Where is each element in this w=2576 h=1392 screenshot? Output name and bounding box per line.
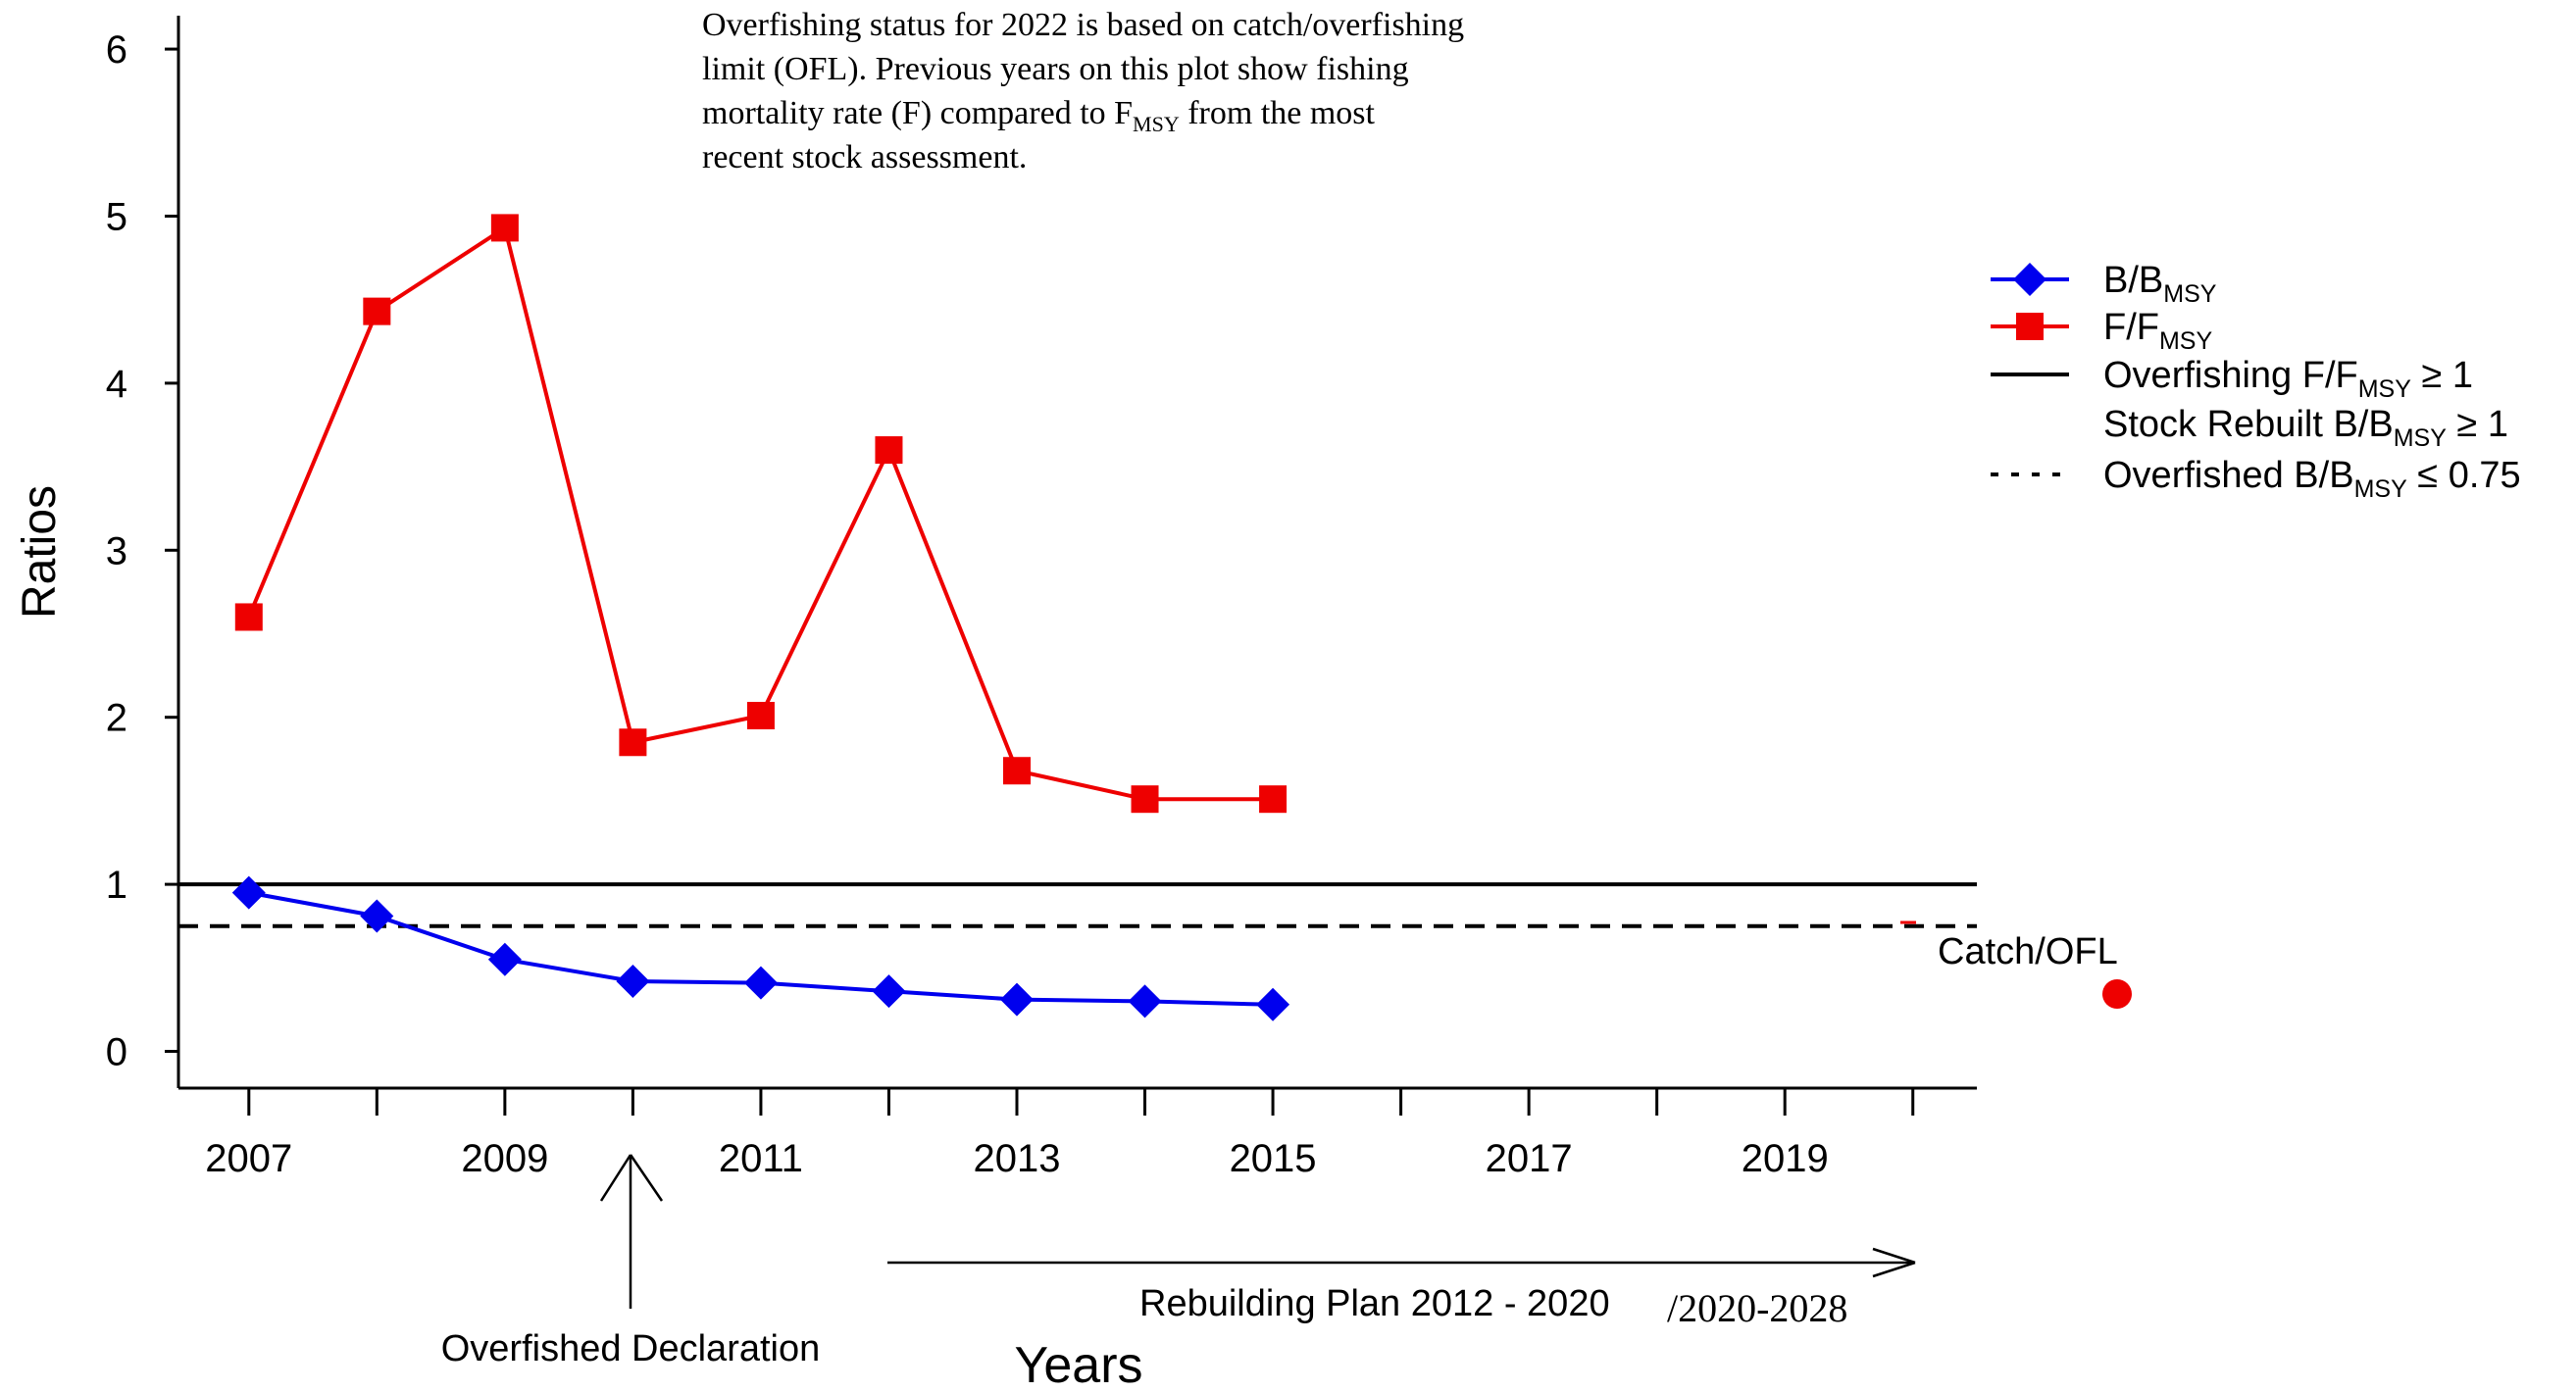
- legend-item: Overfished B/BMSY ≤ 0.75: [1991, 455, 2521, 503]
- legend-label: B/BMSY: [2103, 260, 2217, 308]
- y-tick-label: 0: [106, 1031, 127, 1074]
- overfishing-status-note: Overfishing status for 2022 is based on …: [702, 7, 1464, 175]
- b-bmsy-point: [231, 875, 266, 910]
- declaration-arrow-head-left: [599, 1154, 632, 1202]
- legend-diamond-marker: [2013, 263, 2046, 296]
- x-tick-label: 2017: [1486, 1137, 1573, 1180]
- declaration-arrow-head-right: [629, 1154, 664, 1202]
- rebuilding-plan-label: Rebuilding Plan 2012 - 2020: [1139, 1283, 1610, 1324]
- series-layer: [231, 214, 1290, 1021]
- rebuilding-arrow-head-bottom: [1872, 1261, 1916, 1278]
- legend-item: Overfishing F/FMSY ≥ 1: [1991, 355, 2473, 403]
- rebuilding-plan-arrow: [887, 1247, 1916, 1278]
- y-tick-label: 1: [106, 864, 127, 907]
- legend-label-main: Overfishing F/F: [2103, 355, 2358, 396]
- y-axis-ticks: 0 1 2 3 4 5 6: [106, 28, 178, 1074]
- x-tick-label: 2015: [1230, 1137, 1317, 1180]
- f-fmsy-point: [1002, 757, 1031, 785]
- f-fmsy-point: [490, 214, 519, 242]
- note-subscript: MSY: [1133, 112, 1180, 136]
- b-bmsy-point: [872, 974, 906, 1009]
- series-diamond: [231, 875, 1290, 1021]
- f-fmsy-point: [619, 728, 647, 757]
- f-fmsy-point: [1131, 785, 1159, 814]
- legend-label: Overfishing F/FMSY ≥ 1: [2103, 355, 2473, 403]
- f-fmsy-point: [363, 297, 391, 325]
- legend-label-subscript: MSY: [2354, 475, 2408, 503]
- legend-label-subscript: MSY: [2394, 424, 2448, 452]
- catch-ofl-point: [2102, 979, 2132, 1009]
- b-bmsy-point: [1128, 984, 1162, 1019]
- y-tick-label: 2: [106, 697, 127, 740]
- x-tick-label: 2007: [205, 1137, 292, 1180]
- legend-label-tail: ≥ 1: [2447, 404, 2508, 445]
- legend-item: F/FMSY: [1991, 307, 2212, 355]
- b-bmsy-point: [1256, 987, 1290, 1021]
- legend-label-subscript: MSY: [2163, 280, 2217, 308]
- y-tick-label: 4: [106, 363, 127, 406]
- f-fmsy-point: [234, 603, 263, 631]
- b-bmsy-point: [616, 964, 650, 998]
- b-bmsy-point: [360, 899, 394, 933]
- overfished-declaration-label: Overfished Declaration: [441, 1328, 821, 1369]
- b-bmsy-point: [743, 966, 778, 1000]
- rebuilding-plan-revised-label: /2020-2028: [1667, 1286, 1847, 1330]
- x-axis-title: Years: [1014, 1337, 1142, 1392]
- f-fmsy-point: [746, 701, 775, 729]
- legend-label-tail: ≥ 1: [2411, 355, 2473, 396]
- y-tick-label: 6: [106, 28, 127, 72]
- y-tick-label: 3: [106, 529, 127, 572]
- note-line: limit (OFL). Previous years on this plot…: [702, 51, 1409, 87]
- x-tick-label: 2019: [1742, 1137, 1829, 1180]
- y-tick-label: 5: [106, 195, 127, 238]
- legend-item: B/BMSY: [1991, 260, 2217, 308]
- plot-frame: [177, 16, 1977, 1090]
- x-axis-ticks: 2007 2009 2011 2013 2015 2017 2019: [205, 1088, 1915, 1180]
- legend-label-tail: ≤ 0.75: [2407, 455, 2521, 496]
- x-tick-label: 2011: [719, 1137, 803, 1180]
- legend-label-main: B/B: [2103, 260, 2163, 301]
- legend-square-marker: [2016, 313, 2044, 340]
- legend-label-main: F/F: [2103, 307, 2159, 348]
- note-line: Overfishing status for 2022 is based on …: [702, 7, 1464, 43]
- series-square: [234, 214, 1288, 814]
- legend-label: F/FMSY: [2103, 307, 2212, 355]
- legend-label-main: Overfished B/B: [2103, 455, 2354, 496]
- legend-item: Stock Rebuilt B/BMSY ≥ 1: [2103, 404, 2508, 452]
- f-fmsy-point: [1259, 785, 1288, 814]
- legend-label-subscript: MSY: [2159, 327, 2213, 355]
- legend-label-main: Stock Rebuilt B/B: [2103, 404, 2394, 445]
- x-tick-label: 2013: [974, 1137, 1061, 1180]
- catch-ofl-label: Catch/OFL: [1938, 931, 2118, 972]
- b-bmsy-point: [999, 982, 1034, 1017]
- f-fmsy-point: [875, 436, 903, 465]
- y-axis-title: Ratios: [14, 485, 66, 619]
- note-line: recent stock assessment.: [702, 139, 1027, 175]
- legend-label: Stock Rebuilt B/BMSY ≥ 1: [2103, 404, 2508, 452]
- overfished-declaration-marker: [599, 1154, 664, 1309]
- rebuilding-arrow-head-top: [1872, 1247, 1916, 1265]
- legend-label: Overfished B/BMSY ≤ 0.75: [2103, 455, 2521, 503]
- b-bmsy-point: [487, 942, 522, 976]
- reference-lines: [178, 882, 1977, 928]
- legend-label-subscript: MSY: [2358, 375, 2412, 403]
- x-tick-label: 2009: [461, 1137, 548, 1180]
- note-line-tail: from the most: [1180, 95, 1376, 131]
- note-line: mortality rate (F) compared to F: [702, 95, 1133, 131]
